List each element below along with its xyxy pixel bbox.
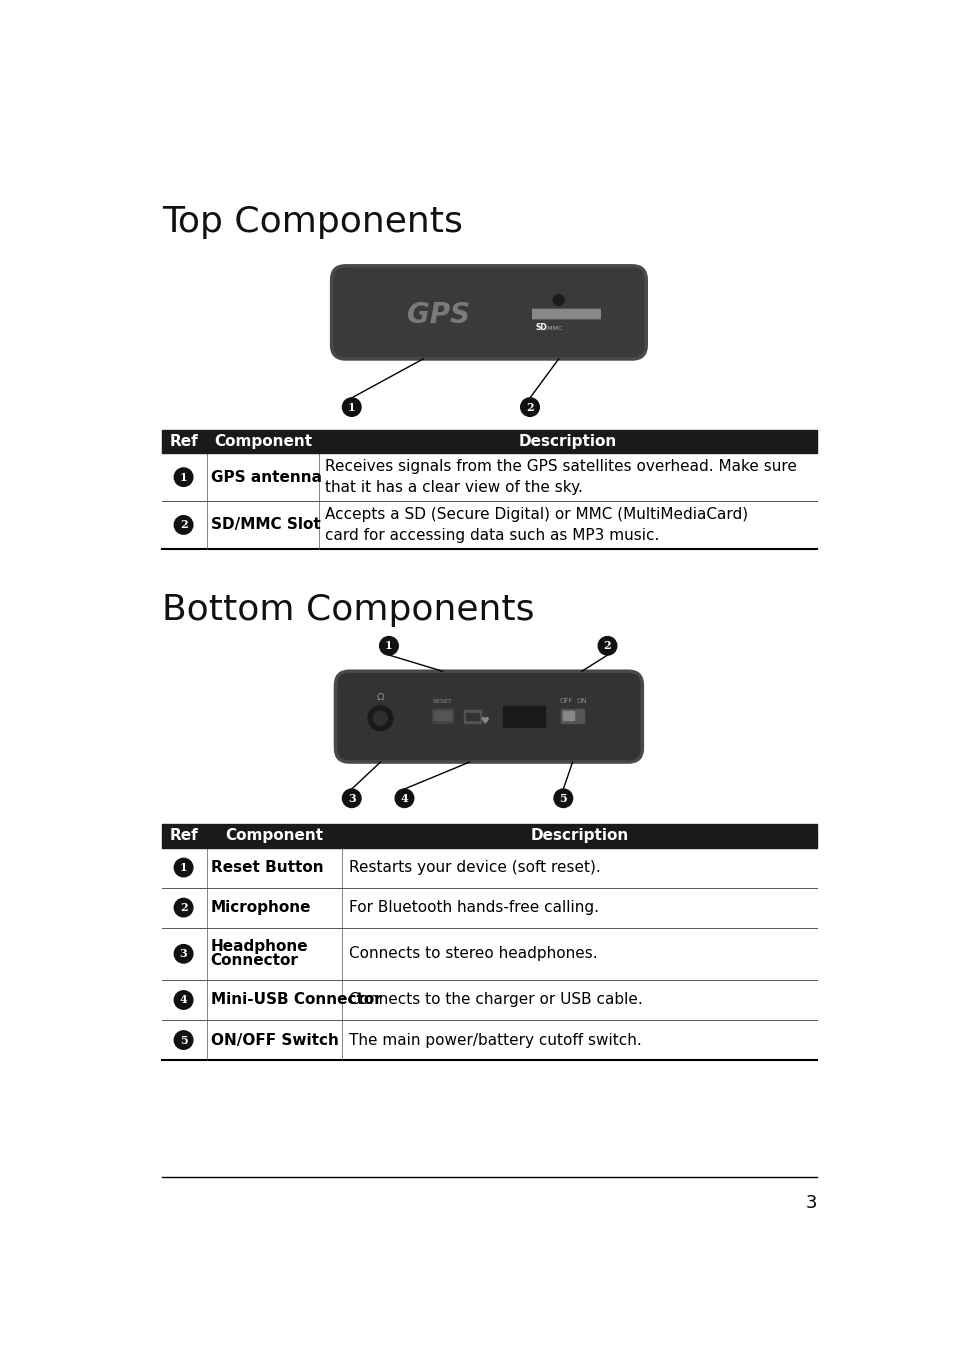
Text: Receives signals from the GPS satellites overhead. Make sure
that it has a clear: Receives signals from the GPS satellites… xyxy=(325,460,797,495)
Circle shape xyxy=(379,637,397,654)
Text: 2: 2 xyxy=(179,902,187,913)
Text: RESET: RESET xyxy=(432,699,452,704)
Text: Component: Component xyxy=(225,829,323,844)
Text: 3: 3 xyxy=(348,792,355,803)
Circle shape xyxy=(342,397,360,416)
FancyBboxPatch shape xyxy=(335,671,641,763)
Text: 5: 5 xyxy=(558,792,567,803)
Circle shape xyxy=(174,1030,193,1049)
Text: Mini-USB Connector: Mini-USB Connector xyxy=(211,992,381,1007)
Text: 5: 5 xyxy=(179,1034,187,1045)
Text: 1: 1 xyxy=(348,402,355,412)
Circle shape xyxy=(174,991,193,1009)
Text: /MMC: /MMC xyxy=(544,326,561,330)
Circle shape xyxy=(598,637,617,654)
Text: OFF: OFF xyxy=(559,698,573,704)
Bar xyxy=(431,708,453,723)
Text: ON: ON xyxy=(576,698,587,704)
Text: Ref: Ref xyxy=(170,434,198,449)
Text: Description: Description xyxy=(530,829,628,844)
Text: For Bluetooth hands-free calling.: For Bluetooth hands-free calling. xyxy=(348,900,598,915)
Text: The main power/battery cutoff switch.: The main power/battery cutoff switch. xyxy=(348,1033,640,1048)
Text: Connects to the charger or USB cable.: Connects to the charger or USB cable. xyxy=(348,992,641,1007)
Circle shape xyxy=(554,790,572,807)
Text: Restarts your device (soft reset).: Restarts your device (soft reset). xyxy=(348,860,599,875)
Circle shape xyxy=(553,295,563,306)
Bar xyxy=(502,706,545,727)
Text: SD: SD xyxy=(535,323,547,333)
Text: 1: 1 xyxy=(179,472,187,483)
Bar xyxy=(466,713,478,721)
Text: 1: 1 xyxy=(385,641,393,652)
Text: Top Components: Top Components xyxy=(162,204,462,238)
Text: GPS antenna: GPS antenna xyxy=(211,469,321,484)
Text: Component: Component xyxy=(213,434,312,449)
Circle shape xyxy=(174,859,193,877)
Bar xyxy=(162,825,816,848)
Text: GPS: GPS xyxy=(407,301,470,330)
Text: Ω: Ω xyxy=(376,692,384,702)
Text: Headphone: Headphone xyxy=(211,940,308,955)
Circle shape xyxy=(520,397,538,416)
Bar xyxy=(531,308,600,320)
Text: 4: 4 xyxy=(400,792,408,803)
Bar xyxy=(560,708,583,723)
Circle shape xyxy=(342,790,360,807)
Text: Microphone: Microphone xyxy=(211,900,311,915)
Text: ON/OFF Switch: ON/OFF Switch xyxy=(211,1033,338,1048)
Bar xyxy=(162,430,816,453)
Text: Ref: Ref xyxy=(170,829,198,844)
Text: Connects to stereo headphones.: Connects to stereo headphones. xyxy=(348,946,597,961)
Circle shape xyxy=(395,790,414,807)
Circle shape xyxy=(174,945,193,963)
Circle shape xyxy=(174,898,193,917)
Text: 3: 3 xyxy=(804,1194,816,1211)
Bar xyxy=(464,711,480,723)
Text: Reset Button: Reset Button xyxy=(211,860,323,875)
Bar xyxy=(434,711,451,721)
Text: 2: 2 xyxy=(179,519,187,530)
Circle shape xyxy=(174,468,193,487)
Text: Connector: Connector xyxy=(211,953,298,968)
Text: 4: 4 xyxy=(179,995,187,1006)
Circle shape xyxy=(368,706,393,730)
Text: 2: 2 xyxy=(526,402,534,412)
Text: ♥: ♥ xyxy=(479,717,488,726)
Text: 3: 3 xyxy=(179,948,187,960)
Text: Description: Description xyxy=(518,434,617,449)
Circle shape xyxy=(373,711,387,725)
Circle shape xyxy=(174,515,193,534)
Text: 2: 2 xyxy=(603,641,611,652)
FancyBboxPatch shape xyxy=(332,266,645,360)
Bar xyxy=(532,308,599,319)
Text: SD/MMC Slot: SD/MMC Slot xyxy=(211,518,320,533)
Text: Bottom Components: Bottom Components xyxy=(162,594,534,627)
Text: 1: 1 xyxy=(179,863,187,873)
Text: Accepts a SD (Secure Digital) or MMC (MultiMediaCard)
card for accessing data su: Accepts a SD (Secure Digital) or MMC (Mu… xyxy=(325,507,748,544)
Bar xyxy=(562,711,574,721)
